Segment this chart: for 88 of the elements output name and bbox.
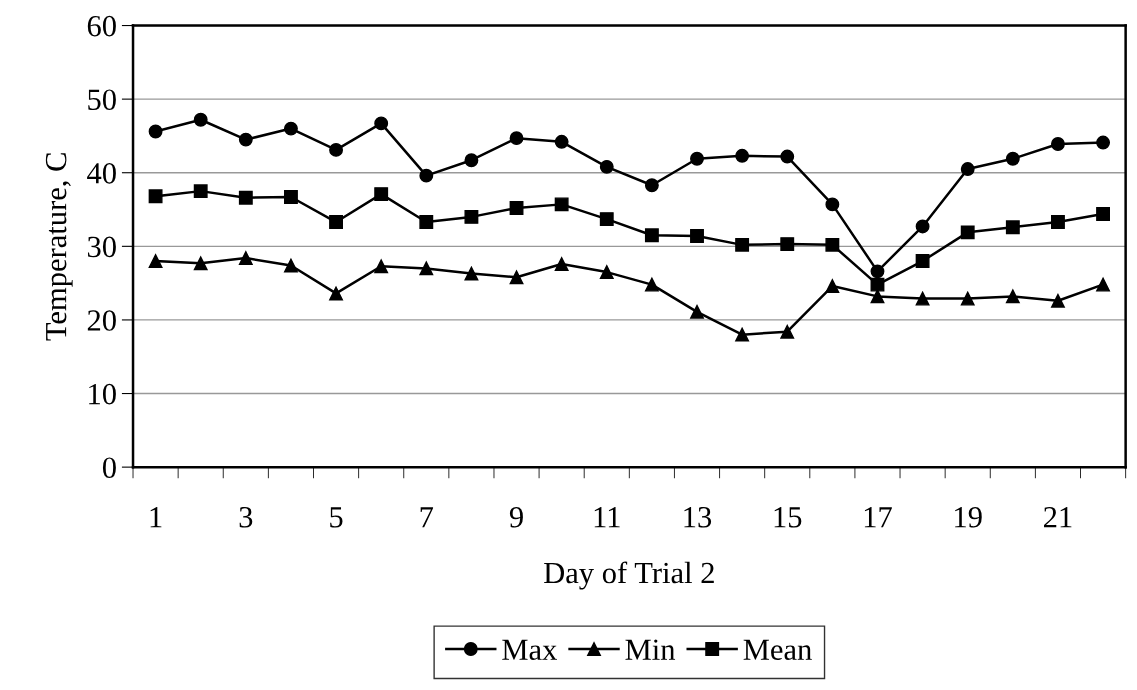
point [1096,207,1111,221]
point [644,178,659,193]
point [419,168,434,183]
point [870,277,885,292]
point [464,266,479,281]
y-tick-label: 60 [87,15,116,37]
point [825,279,840,294]
point [1096,277,1111,292]
point [329,142,344,157]
point [1005,289,1020,304]
point [690,151,704,166]
point [238,190,253,205]
point [464,153,479,168]
point [915,291,930,306]
x-axis-title: Day of Trial 2 [544,561,714,590]
y-tick-label: 20 [87,310,116,331]
point [554,197,569,212]
point [825,197,840,212]
x-tick-label: 1 [150,507,162,528]
x-tick-label: 17 [864,507,892,528]
point [735,237,750,252]
point [554,257,569,271]
point [329,215,344,229]
y-tick-label: 10 [89,383,116,405]
x-tick-label: 5 [330,507,343,528]
point [193,184,208,199]
point [283,190,298,204]
point [283,121,298,136]
point [599,159,614,174]
point [419,261,434,276]
point [1051,215,1065,229]
point [374,259,389,274]
point [148,254,163,268]
point [329,286,344,301]
point [915,254,930,268]
y-tick-label: 0 [102,457,116,479]
point [374,187,389,202]
point [780,237,795,252]
point [374,116,389,131]
point [419,215,434,229]
x-tick-label: 7 [420,507,434,528]
point [735,327,750,342]
point [599,265,614,280]
x-tick-label: 21 [1044,506,1072,528]
point [148,124,163,139]
point [780,149,795,164]
point [870,264,885,279]
x-tick-label: 13 [684,506,712,528]
y-tick-label: 30 [87,236,116,258]
point [644,228,659,243]
point [148,189,163,204]
x-tick-label: 9 [509,506,523,528]
point [193,112,208,127]
legend-label: Min [625,639,676,660]
point [644,277,659,292]
point [238,251,253,266]
point [238,132,253,147]
point [960,162,975,176]
point [825,237,840,252]
point [193,256,208,271]
x-tick-label: 15 [774,507,802,528]
legend-label: Mean [743,639,812,661]
point [735,148,750,163]
point [509,270,524,285]
point [554,134,569,149]
point [1051,293,1065,308]
point [464,209,479,224]
y-tick-label: 50 [88,89,116,111]
point [780,324,795,339]
point [509,201,524,216]
point [1051,137,1065,151]
y-axis-title: Temperature, C [45,153,73,341]
point [1005,151,1020,166]
point [960,225,975,240]
y-tick-label: 40 [87,163,116,184]
point [509,131,524,146]
x-tick-label: 11 [594,507,620,528]
point [599,212,614,227]
point [690,229,704,243]
point [960,291,975,306]
legend-label: Max [502,639,557,661]
x-tick-label: 3 [239,506,253,528]
point [283,258,298,273]
x-tick-label: 19 [955,506,982,528]
point [690,304,704,319]
point [1005,220,1020,235]
point [915,219,930,234]
point [1096,135,1111,150]
